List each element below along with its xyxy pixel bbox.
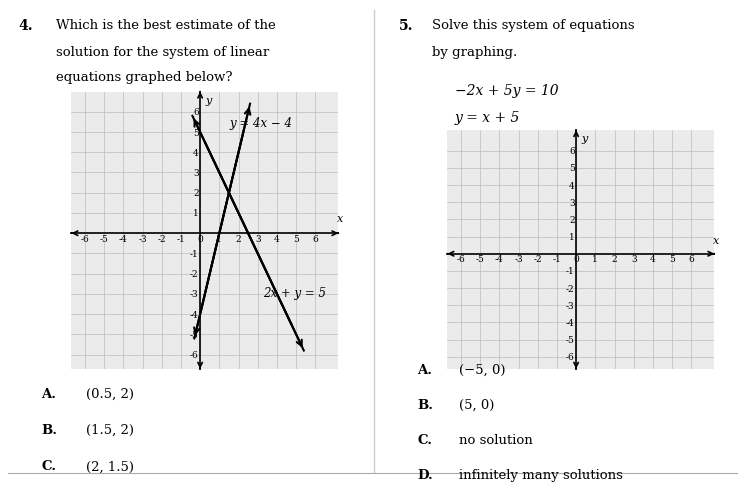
Text: B.: B. (417, 399, 433, 412)
Text: (1.5, 2): (1.5, 2) (86, 424, 135, 437)
Text: y = 4x − 4: y = 4x − 4 (230, 118, 293, 131)
Text: solution for the system of linear: solution for the system of linear (56, 46, 270, 59)
Text: 4.: 4. (19, 19, 33, 33)
Text: x: x (712, 236, 719, 246)
Text: (5, 0): (5, 0) (459, 399, 494, 412)
Text: equations graphed below?: equations graphed below? (56, 71, 233, 84)
Text: (−5, 0): (−5, 0) (459, 364, 505, 377)
Text: C.: C. (41, 460, 56, 473)
Text: D.: D. (417, 469, 433, 482)
Text: infinitely many solutions: infinitely many solutions (459, 469, 623, 482)
Text: no solution: no solution (459, 434, 532, 447)
Text: y: y (205, 95, 211, 106)
Text: 5.: 5. (399, 19, 413, 33)
Text: B.: B. (41, 424, 57, 437)
Text: A.: A. (417, 364, 432, 377)
Text: (2, 1.5): (2, 1.5) (86, 460, 135, 473)
Text: C.: C. (417, 434, 432, 447)
Text: by graphing.: by graphing. (432, 46, 517, 59)
Text: (0.5, 2): (0.5, 2) (86, 388, 135, 401)
Text: y = x + 5: y = x + 5 (455, 111, 520, 125)
Text: 2x + y = 5: 2x + y = 5 (263, 287, 326, 300)
Text: −2x + 5y = 10: −2x + 5y = 10 (455, 84, 559, 98)
Text: Which is the best estimate of the: Which is the best estimate of the (56, 19, 276, 32)
Text: A.: A. (41, 388, 56, 401)
Text: Solve this system of equations: Solve this system of equations (432, 19, 635, 32)
Text: x: x (336, 214, 343, 224)
Text: y: y (581, 134, 587, 144)
